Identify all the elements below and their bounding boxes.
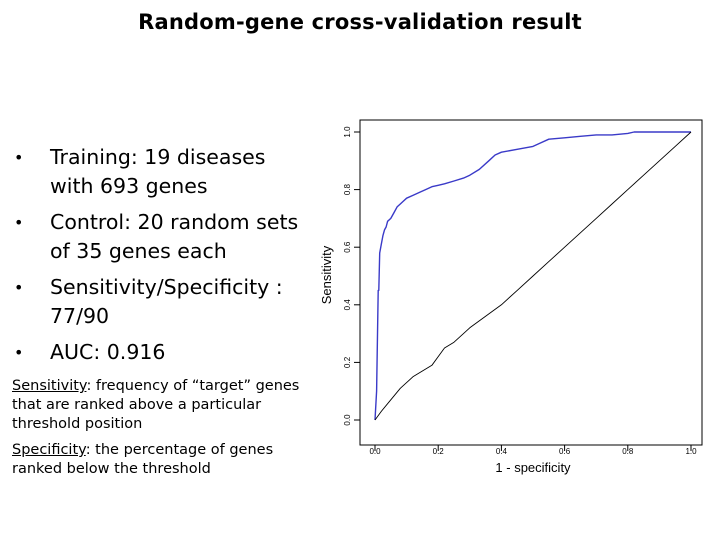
definition-term: Specificity	[12, 442, 86, 458]
bullet-item: • Sensitivity/Specificity : 77/90	[14, 273, 314, 331]
y-tick-label: 0.6	[343, 241, 352, 253]
x-tick-label: 0.8	[622, 447, 634, 456]
y-axis-label: Sensitivity	[319, 245, 334, 304]
roc-chart: 0.0 0.2 0.4 0.6 0.8 1.0 0.0 0.2 0.4 0.6 0.8 1.0 1 …	[319, 119, 703, 475]
slide-title: Random-gene cross-validation result	[138, 10, 582, 34]
bullet-text: Control: 20 random sets of 35 genes each	[50, 210, 299, 263]
y-tick-label: 0.2	[343, 356, 352, 368]
bullet-text: Sensitivity/Specificity : 77/90	[50, 275, 283, 328]
x-axis-label: 1 - specificity	[495, 460, 571, 475]
y-axis: 0.0 0.2 0.4 0.6 0.8 1.0	[343, 126, 361, 426]
definition-term: Sensitivity	[12, 378, 87, 394]
series-layer	[374, 131, 692, 421]
bullet-text: Training: 19 diseases with 693 genes	[50, 145, 266, 198]
bullet-marker: •	[14, 148, 24, 167]
definition-text: : frequency of “target” genes that are r…	[12, 378, 300, 432]
y-tick-label: 0.0	[343, 414, 352, 426]
x-tick-label: 0.6	[559, 447, 571, 456]
x-axis: 0.0 0.2 0.4 0.6 0.8 1.0	[369, 444, 697, 456]
bullet-marker: •	[14, 343, 24, 362]
bullet-marker: •	[14, 213, 24, 232]
bullet-marker: •	[14, 278, 24, 297]
definitions: Sensitivity: frequency of “target” genes…	[12, 377, 312, 486]
bullet-list: • Training: 19 diseases with 693 genes • C…	[14, 143, 314, 374]
y-tick-label: 1.0	[343, 126, 352, 138]
x-tick-label: 1.0	[685, 447, 697, 456]
bullet-item: • Control: 20 random sets of 35 genes eac…	[14, 208, 314, 266]
x-tick-label: 0.0	[369, 447, 381, 456]
y-tick-label: 0.4	[343, 299, 352, 311]
roc-curve-line	[374, 131, 691, 421]
x-tick-label: 0.4	[496, 447, 508, 456]
reference-curve-line	[374, 131, 692, 421]
definition-text: : the percentage of genes ranked below t…	[12, 442, 274, 477]
y-tick-label: 0.8	[343, 183, 352, 195]
definition-specificity: Specificity: the percentage of genes ran…	[12, 441, 312, 479]
x-tick-label: 0.2	[433, 447, 445, 456]
bullet-item: • AUC: 0.916	[14, 338, 314, 367]
bullet-text: AUC: 0.916	[50, 340, 166, 364]
bullet-item: • Training: 19 diseases with 693 genes	[14, 143, 314, 201]
definition-sensitivity: Sensitivity: frequency of “target” genes…	[12, 377, 312, 434]
